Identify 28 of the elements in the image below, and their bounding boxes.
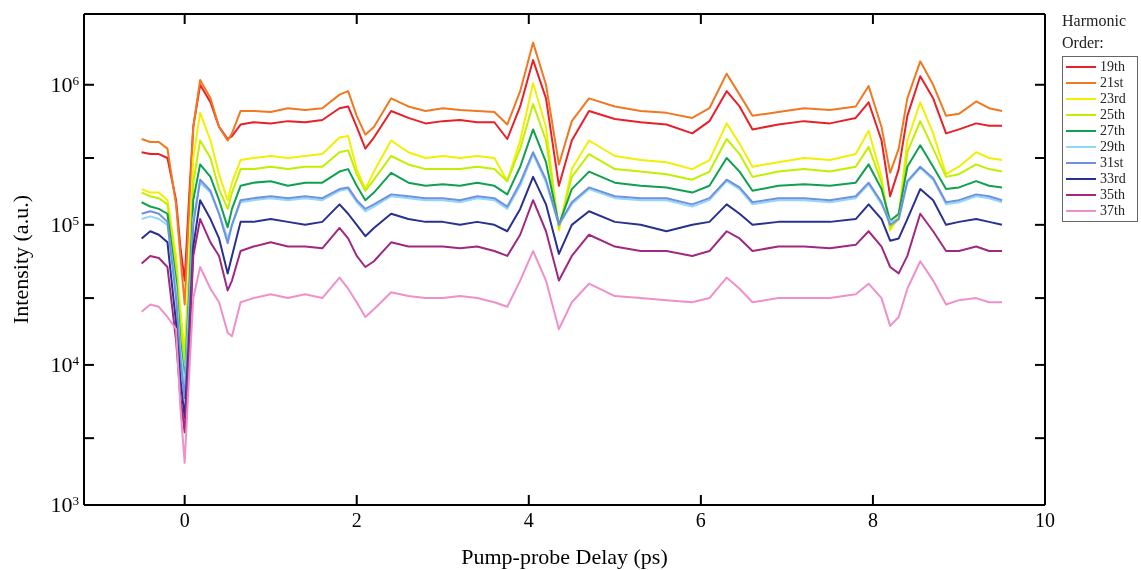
line-series xyxy=(140,41,1003,306)
x-axis-title: Pump-probe Delay (ps) xyxy=(461,544,668,569)
legend-label: 19th xyxy=(1100,59,1125,75)
x-tick-label: 10 xyxy=(1035,509,1055,531)
legend-label: 35th xyxy=(1100,187,1125,203)
line-series xyxy=(140,175,1003,419)
y-tick-label: 10$^{4}$ xyxy=(50,351,80,377)
y-axis-title: Intensity (a.u.) xyxy=(7,195,33,324)
x-tick-label: 2 xyxy=(351,509,362,531)
x-tick-label: 8 xyxy=(867,509,878,531)
legend-label: 21st xyxy=(1100,75,1124,91)
legend-label: 37th xyxy=(1100,203,1125,219)
legend-label: 29th xyxy=(1100,139,1125,155)
y-tick-label: 10$^{3}$ xyxy=(50,492,80,517)
line-series xyxy=(140,59,1003,282)
line-series xyxy=(140,199,1003,434)
legend-label: 33rd xyxy=(1100,171,1126,187)
legend-label: 27th xyxy=(1100,123,1125,139)
x-tick-label: 0 xyxy=(179,509,190,531)
legend-title: Harmonic Order: xyxy=(1062,11,1127,53)
legend-label: 23rd xyxy=(1100,91,1126,107)
legend-label: 25th xyxy=(1100,107,1125,123)
x-tick-label: 4 xyxy=(523,509,534,531)
y-tick-label: 10$^{5}$ xyxy=(50,211,80,237)
legend-label: 31st xyxy=(1100,155,1124,171)
x-tick-label: 6 xyxy=(695,509,706,531)
line-series xyxy=(140,250,1003,464)
y-tick-label: 10$^{6}$ xyxy=(50,71,80,97)
